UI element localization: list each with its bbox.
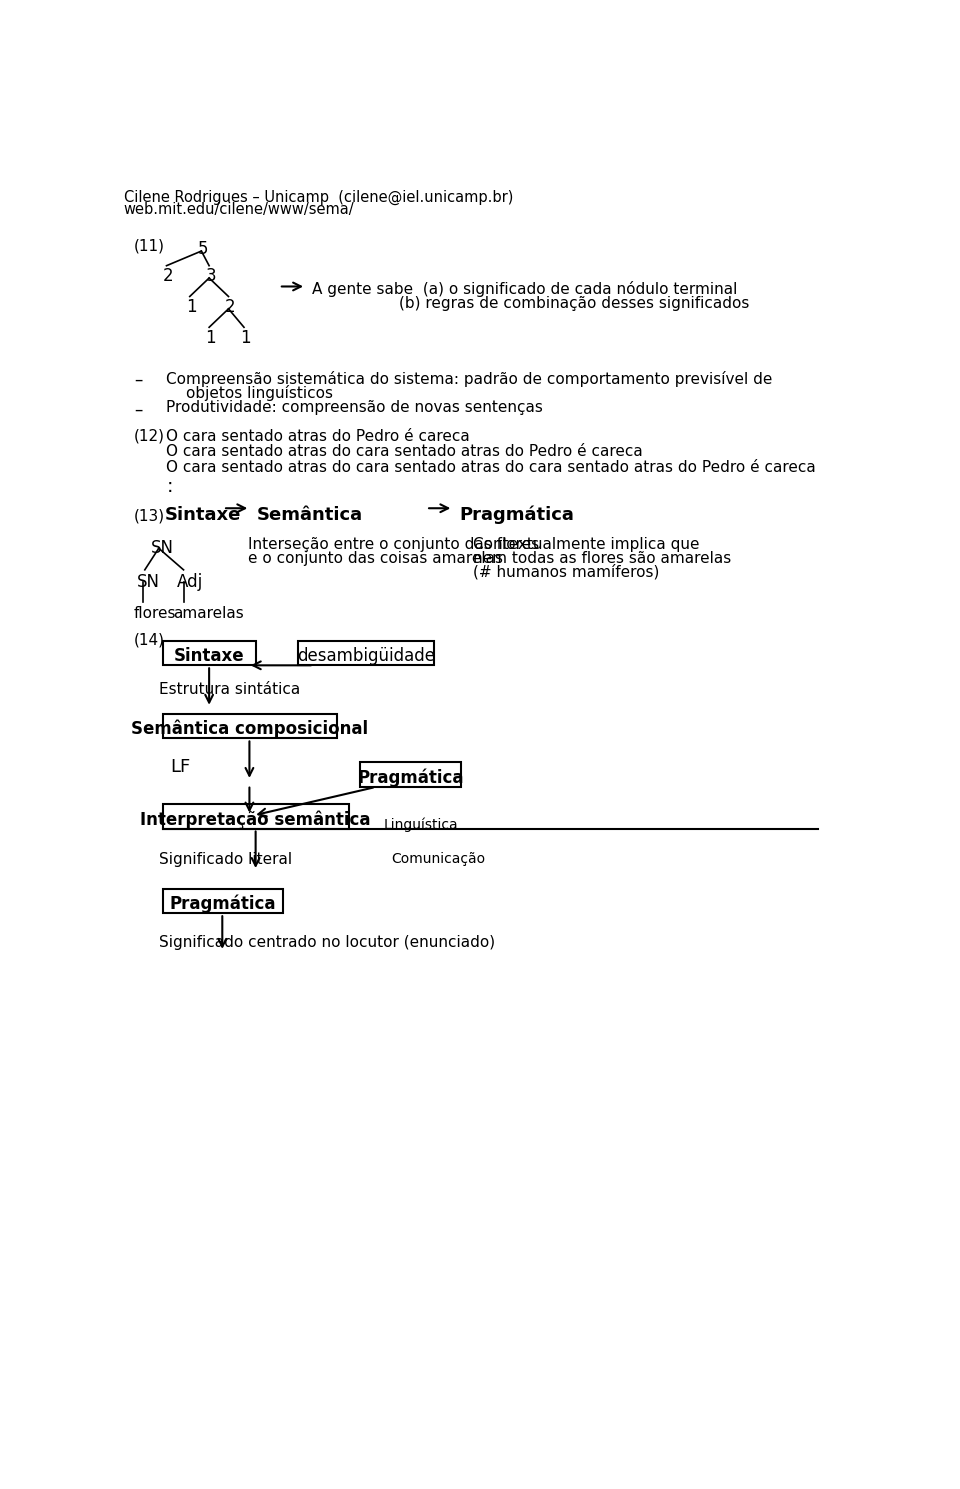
Text: A gente sabe  (a) o significado de cada nódulo terminal: A gente sabe (a) o significado de cada n… bbox=[312, 281, 737, 298]
Text: Cilene Rodrigues – Unicamp  (cilene@iel.unicamp.br): Cilene Rodrigues – Unicamp (cilene@iel.u… bbox=[124, 189, 514, 204]
Text: 1: 1 bbox=[186, 298, 197, 316]
Text: Produtividade: compreensão de novas sentenças: Produtividade: compreensão de novas sent… bbox=[166, 401, 543, 415]
Text: Semântica: Semântica bbox=[256, 506, 363, 524]
Text: Interpretação semântica: Interpretação semântica bbox=[140, 810, 371, 828]
Text: Significado centrado no locutor (enunciado): Significado centrado no locutor (enuncia… bbox=[158, 935, 494, 950]
Text: amarelas: amarelas bbox=[173, 606, 244, 621]
Bar bbox=[299, 640, 434, 666]
Text: –: – bbox=[134, 371, 142, 389]
Text: Interseção entre o conjunto das flores: Interseção entre o conjunto das flores bbox=[248, 536, 539, 552]
Text: SN: SN bbox=[151, 539, 174, 557]
Text: O cara sentado atras do cara sentado atras do cara sentado atras do Pedro é care: O cara sentado atras do cara sentado atr… bbox=[166, 460, 816, 475]
Text: Pragmática: Pragmática bbox=[460, 506, 574, 524]
Text: Linguística: Linguística bbox=[383, 817, 458, 832]
Text: (14): (14) bbox=[134, 633, 165, 648]
Text: 5: 5 bbox=[198, 240, 208, 258]
Text: Pragmática: Pragmática bbox=[357, 768, 464, 788]
Text: –: – bbox=[134, 401, 142, 418]
Text: Estrutura sintática: Estrutura sintática bbox=[158, 682, 300, 697]
Bar bbox=[162, 713, 337, 739]
Text: Comunicação: Comunicação bbox=[392, 852, 486, 865]
Text: LF: LF bbox=[170, 758, 191, 776]
Text: 1: 1 bbox=[205, 329, 216, 347]
Bar bbox=[360, 762, 461, 788]
Text: (12): (12) bbox=[134, 429, 165, 444]
Text: flores: flores bbox=[134, 606, 177, 621]
Text: e o conjunto das coisas amarelas: e o conjunto das coisas amarelas bbox=[248, 551, 503, 566]
Text: 3: 3 bbox=[205, 267, 216, 286]
Text: objetos linguísticos: objetos linguísticos bbox=[186, 386, 333, 401]
Text: 2: 2 bbox=[162, 267, 173, 286]
Text: Sintaxe: Sintaxe bbox=[174, 646, 245, 666]
Text: Semântica composicional: Semântica composicional bbox=[131, 721, 368, 739]
Text: nem todas as flores são amarelas: nem todas as flores são amarelas bbox=[472, 551, 731, 566]
Text: desambigüidade: desambigüidade bbox=[297, 646, 435, 666]
Text: Pragmática: Pragmática bbox=[169, 895, 276, 913]
Text: Sintaxe: Sintaxe bbox=[165, 506, 241, 524]
Text: web.mit.edu/cilene/www/sema/: web.mit.edu/cilene/www/sema/ bbox=[124, 203, 354, 217]
Text: 1: 1 bbox=[240, 329, 251, 347]
Bar bbox=[162, 640, 255, 666]
Text: O cara sentado atras do cara sentado atras do Pedro é careca: O cara sentado atras do cara sentado atr… bbox=[166, 444, 643, 459]
Text: (11): (11) bbox=[134, 238, 165, 253]
Bar bbox=[162, 889, 283, 913]
Text: Compreensão sistemática do sistema: padrão de comportamento previsível de: Compreensão sistemática do sistema: padr… bbox=[166, 371, 773, 387]
Text: Contextualmente implica que: Contextualmente implica que bbox=[472, 536, 699, 552]
Text: (# humanos mamíferos): (# humanos mamíferos) bbox=[472, 564, 659, 579]
Text: Adj: Adj bbox=[178, 573, 204, 591]
Text: O cara sentado atras do Pedro é careca: O cara sentado atras do Pedro é careca bbox=[166, 429, 470, 444]
Bar bbox=[162, 804, 348, 828]
Text: Significado literal: Significado literal bbox=[158, 852, 292, 867]
Text: :: : bbox=[166, 478, 173, 496]
Text: SN: SN bbox=[137, 573, 160, 591]
Text: 2: 2 bbox=[225, 298, 235, 316]
Text: (b) regras de combinação desses significados: (b) regras de combinação desses signific… bbox=[399, 296, 750, 311]
Text: (13): (13) bbox=[134, 508, 165, 523]
